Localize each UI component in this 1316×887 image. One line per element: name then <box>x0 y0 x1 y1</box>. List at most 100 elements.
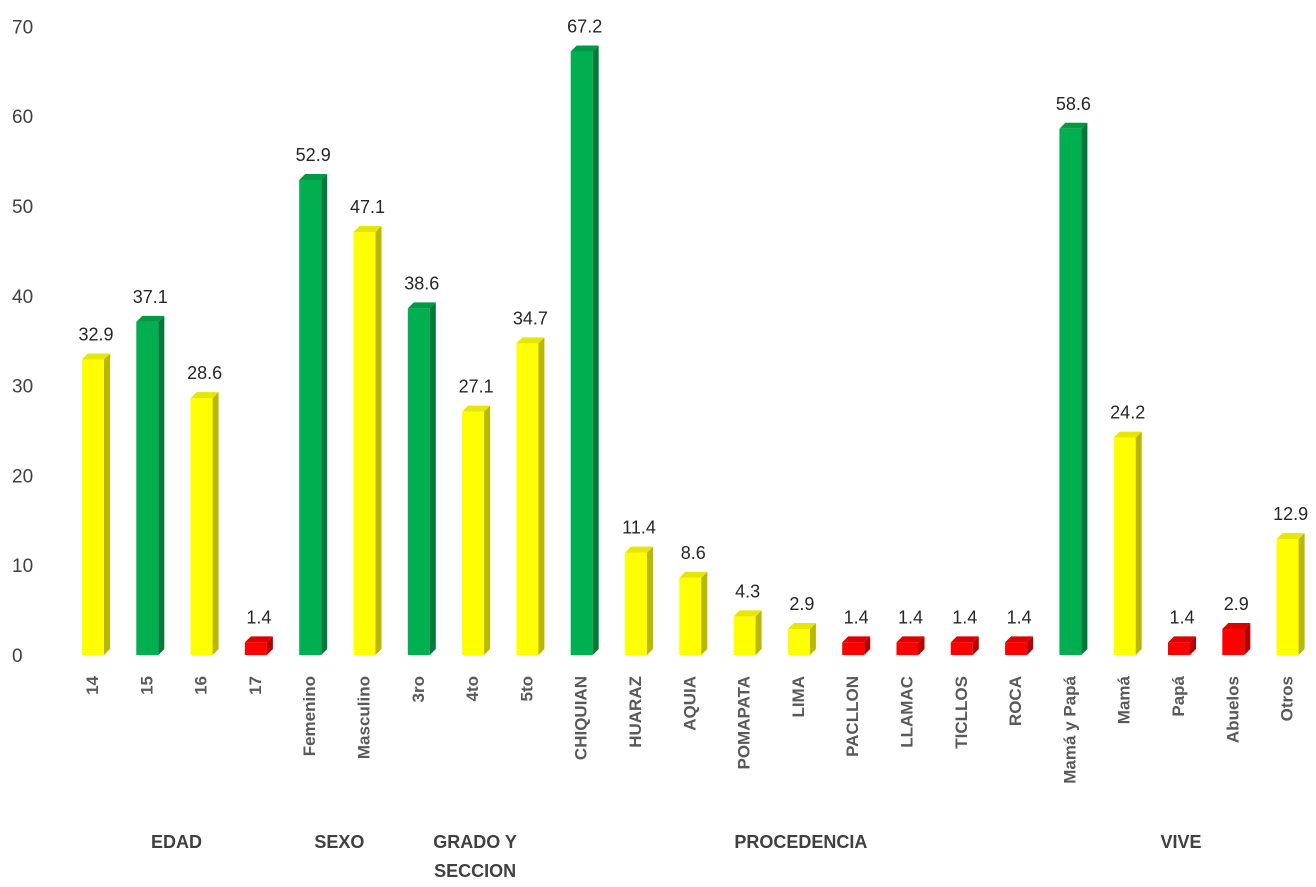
data-label: 8.6 <box>681 543 706 563</box>
category-label: Otros <box>1278 676 1297 721</box>
y-tick-label: 10 <box>12 556 33 577</box>
category-label: LIMA <box>789 676 808 718</box>
bar-side <box>755 610 762 655</box>
bar-chiquian <box>570 45 599 655</box>
category-label: Femenino <box>300 676 319 756</box>
bar-top <box>299 173 328 180</box>
category-label: 16 <box>192 676 211 695</box>
bar-top <box>353 226 382 233</box>
data-label: 1.4 <box>1007 607 1032 627</box>
category-label: TICLLOS <box>952 676 971 749</box>
bar-side <box>809 622 816 655</box>
bar-16 <box>190 392 219 655</box>
bar-side <box>212 392 219 655</box>
category-label: 5to <box>517 676 536 702</box>
bar-side <box>484 405 491 655</box>
bar-pomapata <box>733 610 762 655</box>
data-label: 37.1 <box>133 287 168 307</box>
data-label: 52.9 <box>296 145 331 165</box>
category-label: HUARAZ <box>626 676 645 748</box>
y-tick-label: 0 <box>12 646 23 667</box>
bar-top <box>896 636 925 643</box>
data-label: 28.6 <box>187 363 222 383</box>
group-label-sexo: SEXO <box>314 832 364 852</box>
category-label: 4to <box>463 676 482 702</box>
data-label: 12.9 <box>1273 504 1308 524</box>
bar-front <box>136 321 159 655</box>
bar-top <box>462 405 491 412</box>
bar-side <box>1027 636 1034 655</box>
bar-top <box>1059 122 1088 129</box>
bar-top <box>244 636 273 643</box>
bar-5to <box>516 337 545 655</box>
bar-front <box>787 628 810 655</box>
category-label: Papá <box>1169 675 1188 716</box>
bar-top <box>787 622 816 629</box>
data-label: 1.4 <box>1169 607 1194 627</box>
data-label: 27.1 <box>459 377 494 397</box>
data-label: 2.9 <box>1224 594 1249 614</box>
bar-side <box>266 636 273 655</box>
bar-top <box>82 353 110 360</box>
category-label: Mamá <box>1115 675 1134 724</box>
category-label: POMAPATA <box>735 676 754 770</box>
data-label: 11.4 <box>622 518 656 538</box>
bar-top <box>1005 636 1034 643</box>
bar-top <box>1222 622 1251 629</box>
bar-side <box>1081 122 1088 656</box>
bar-side <box>429 302 436 655</box>
bar-front <box>516 343 539 655</box>
y-tick-label: 50 <box>12 197 33 218</box>
bar-top <box>407 302 436 309</box>
bar-llamac <box>896 636 925 655</box>
bar-side <box>1190 636 1196 655</box>
bar-side <box>1298 533 1305 655</box>
bar-front <box>896 642 919 655</box>
y-tick-label: 60 <box>12 107 33 128</box>
group-labels: EDAD SEXO GRADO Y SECCION PROCEDENCIA VIVE <box>151 832 1202 881</box>
bar-top <box>1276 533 1305 540</box>
data-label: 1.4 <box>952 607 977 627</box>
y-axis: 0 10 20 30 40 50 60 70 <box>12 17 33 667</box>
bar-top <box>516 337 545 344</box>
bar-top <box>570 45 599 52</box>
bar-4to <box>462 405 491 655</box>
bar-15 <box>136 315 165 655</box>
group-label-vive: VIVE <box>1160 832 1201 852</box>
bar-front <box>190 398 213 655</box>
data-label: 38.6 <box>404 273 439 293</box>
group-label-procedencia: PROCEDENCIA <box>734 832 867 852</box>
bar-papa <box>1168 636 1196 655</box>
category-label: 15 <box>137 676 156 695</box>
bar-side <box>158 315 165 655</box>
bar-top <box>1113 431 1142 438</box>
category-label: LLAMAC <box>898 676 917 748</box>
bar-front <box>1005 642 1028 655</box>
bar-front <box>950 642 973 655</box>
data-label: 24.2 <box>1110 403 1145 423</box>
data-labels: 32.9 37.1 28.6 1.4 52.9 47.1 38.6 27.1 34.7 67.2 1… <box>78 17 1308 628</box>
bar-front <box>1222 628 1245 655</box>
data-label: 2.9 <box>789 594 814 614</box>
bar-otros <box>1276 533 1305 655</box>
bar-front <box>679 577 702 655</box>
y-tick-label: 40 <box>12 287 33 308</box>
bar-front <box>733 616 756 655</box>
bar-top <box>950 636 979 643</box>
bar-14 <box>82 353 110 655</box>
bar-front <box>1168 642 1190 655</box>
bar-ticllos <box>950 636 979 655</box>
bar-side <box>864 636 871 655</box>
bar-front <box>1059 128 1082 656</box>
bar-masculino <box>353 226 382 656</box>
data-label: 1.4 <box>844 607 869 627</box>
data-label: 4.3 <box>735 581 760 601</box>
data-label: 58.6 <box>1056 94 1091 114</box>
data-label: 1.4 <box>246 607 271 627</box>
bar-3ro <box>407 302 436 655</box>
data-label: 67.2 <box>567 17 602 37</box>
category-label: 17 <box>246 676 265 695</box>
category-label: Masculino <box>355 676 374 759</box>
data-label: 34.7 <box>513 308 548 328</box>
